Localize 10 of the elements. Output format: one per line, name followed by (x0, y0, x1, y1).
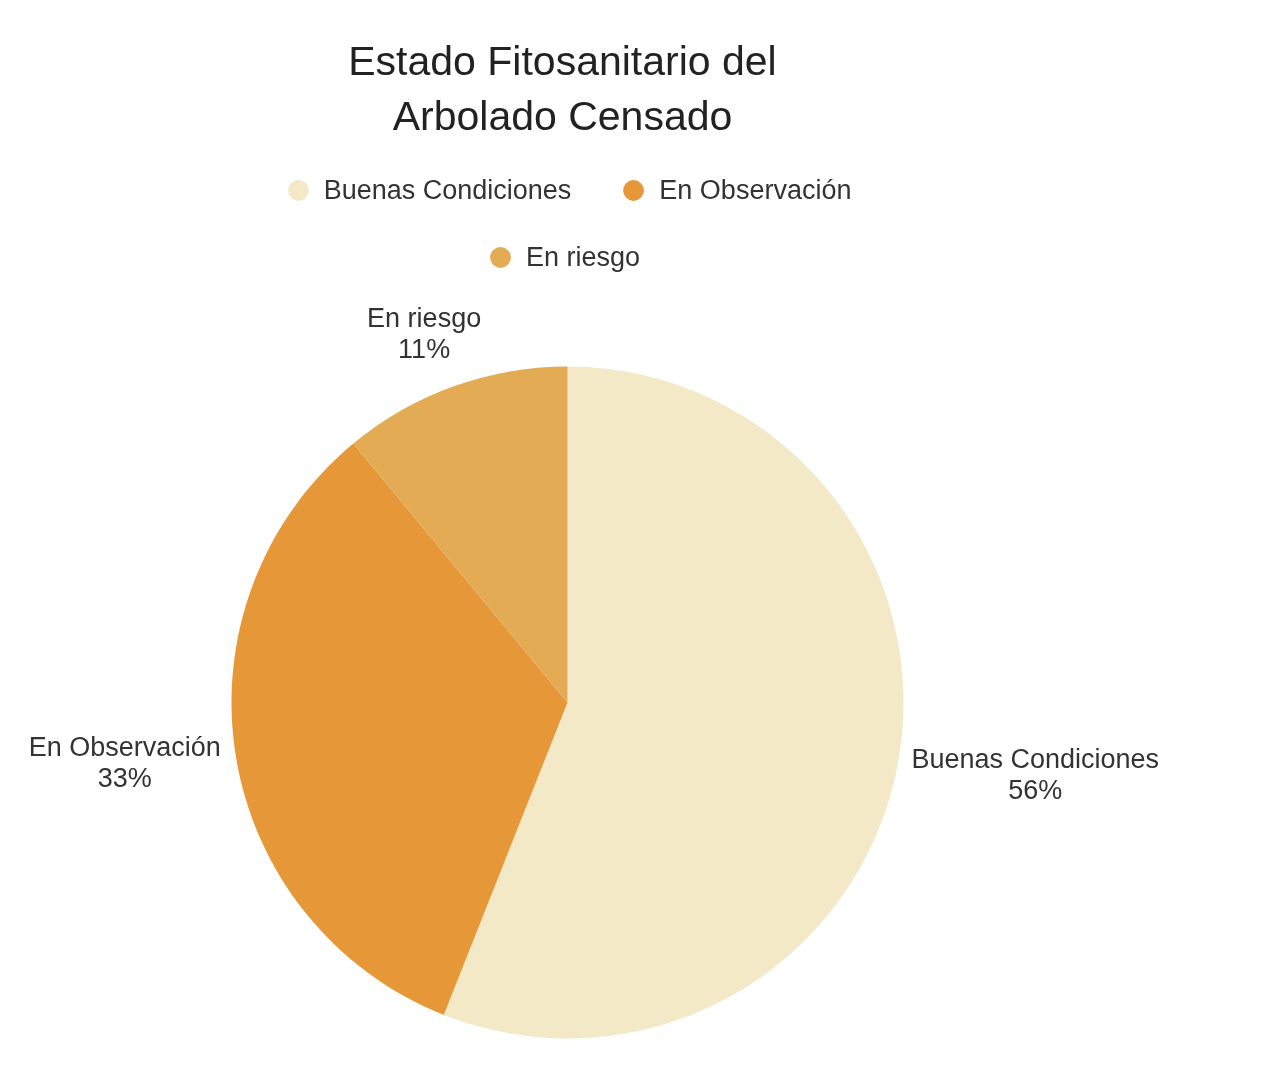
slice-label: En Observación (28, 731, 221, 762)
legend-label: En riesgo (526, 240, 641, 274)
legend-label: En Observación (659, 173, 852, 207)
legend-label: Buenas Condiciones (323, 173, 572, 207)
data-label: 56% (1008, 774, 1063, 805)
slice-label: Buenas Condiciones (911, 743, 1160, 774)
data-label: 33% (97, 762, 152, 793)
slice-label: En riesgo (367, 302, 482, 333)
data-label: 11% (398, 333, 451, 364)
chart-title: Estado Fitosanitario del Arbolado Censado (348, 37, 777, 139)
